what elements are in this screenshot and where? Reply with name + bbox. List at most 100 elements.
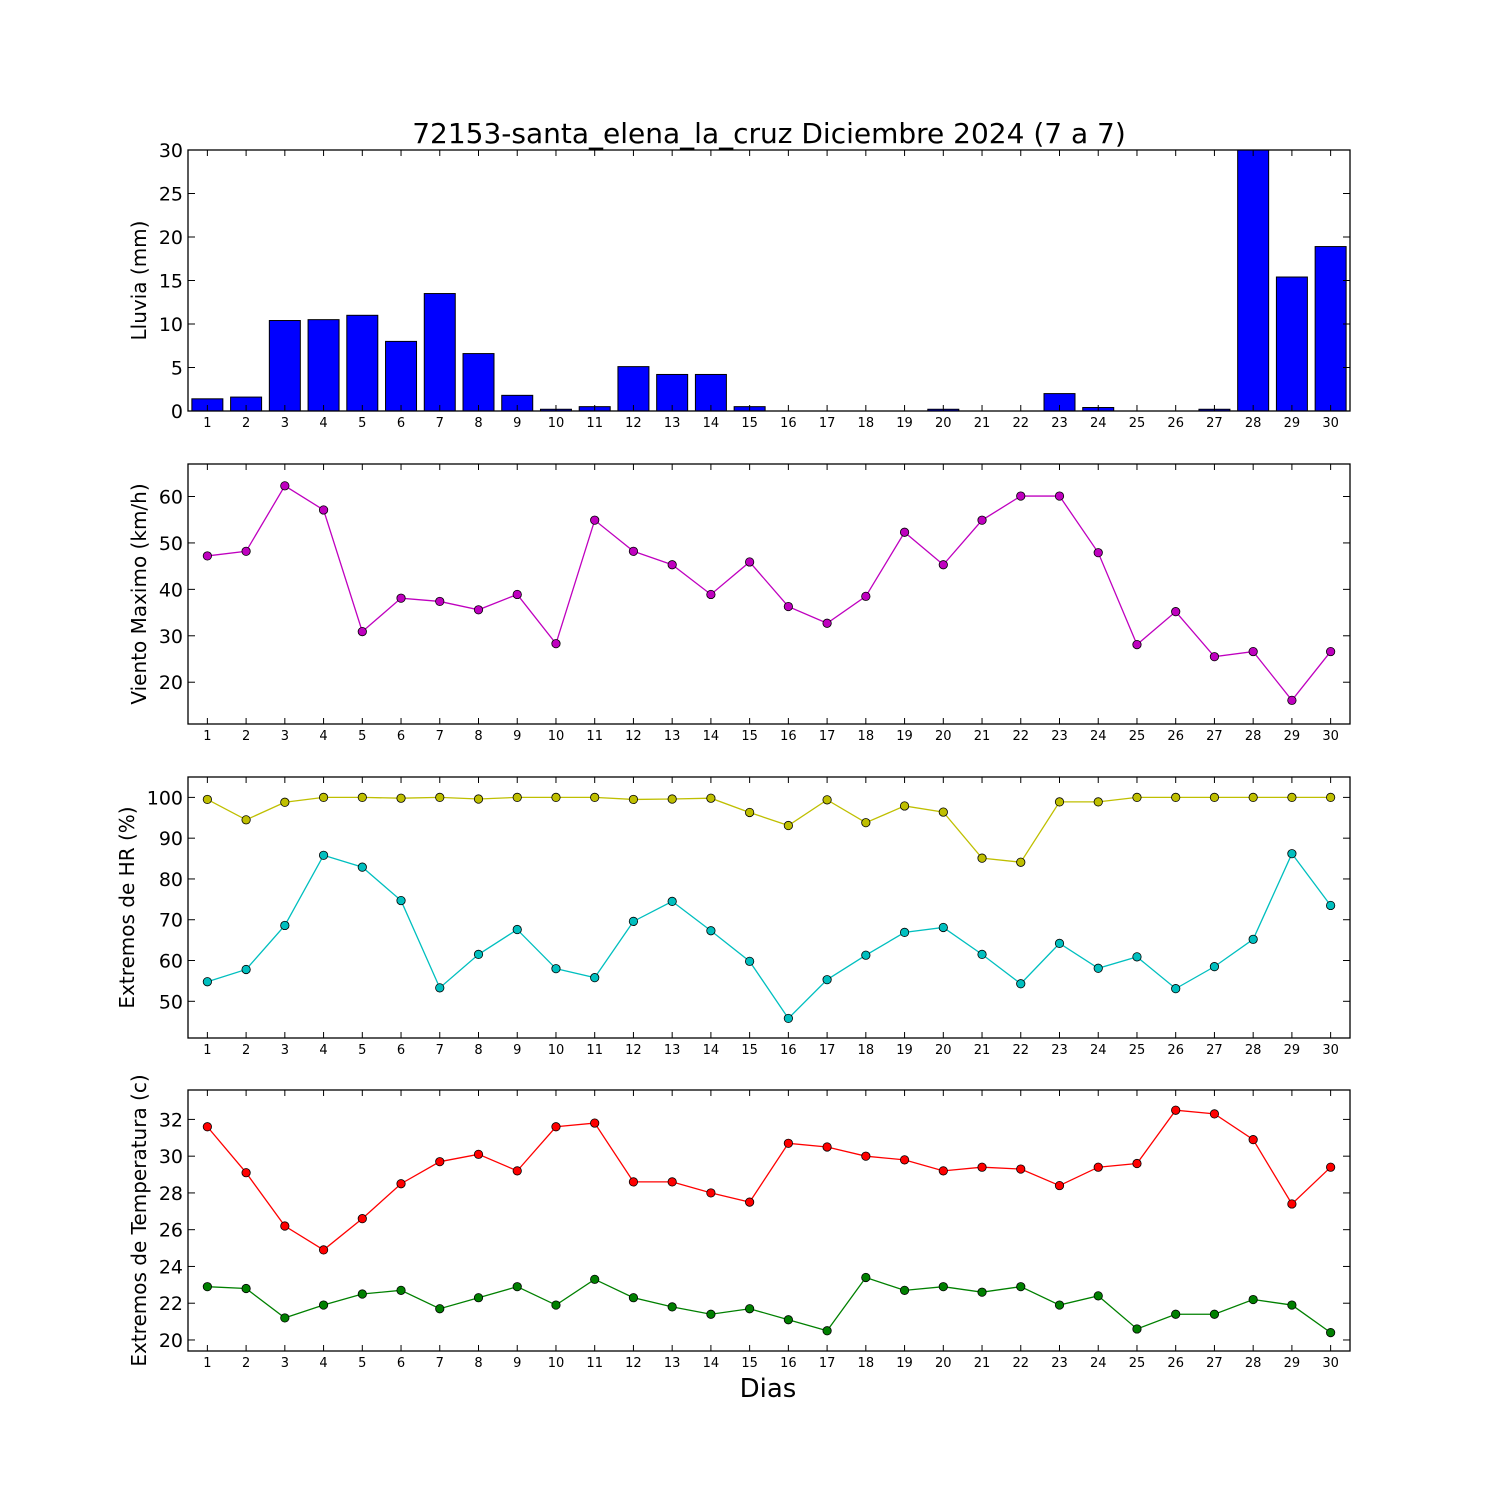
humidity-series-0-point-8: [473, 794, 484, 804]
temperature-ytick-label: 26: [159, 1220, 183, 1242]
temperature-xtick-label: 16: [780, 1356, 797, 1371]
temperature-series-1-point-6: [396, 1285, 406, 1295]
temperature-xtick-label: 8: [474, 1356, 482, 1371]
temperature-xtick-label: 10: [548, 1356, 565, 1371]
humidity-xtick-label: 7: [436, 1043, 444, 1058]
rain-xtick-label: 1: [203, 416, 211, 431]
wind-series-0-point-29: [1287, 695, 1297, 705]
temperature-series-1-point-19: [899, 1285, 910, 1295]
rain-xtick-label: 21: [974, 416, 991, 431]
temperature-xtick-label: 12: [625, 1356, 642, 1371]
humidity-series-1-point-21: [977, 949, 987, 960]
humidity-series-0-point-25: [1132, 792, 1142, 802]
rain-xtick-label: 24: [1090, 416, 1107, 431]
rain-xtick-label: 19: [896, 416, 913, 431]
humidity-xtick-label: 23: [1051, 1043, 1068, 1058]
humidity-xtick-label: 13: [664, 1043, 681, 1058]
wind-series-0-point-9: [512, 589, 522, 600]
humidity-xtick-label: 15: [741, 1043, 758, 1058]
temperature-series-1-point-11: [590, 1274, 600, 1284]
humidity-series-0-point-16: [783, 820, 793, 831]
temperature-series-0-point-16: [783, 1138, 793, 1148]
humidity-xtick-label: 22: [1012, 1043, 1029, 1058]
rain-bar-12: [617, 366, 650, 411]
temperature-ytick-label: 28: [159, 1183, 183, 1205]
rain-xtick-label: 7: [436, 416, 444, 431]
temperature-xtick-label: 20: [935, 1356, 952, 1371]
temperature-series-1-point-20: [938, 1282, 948, 1292]
wind-xtick-label: 6: [397, 729, 405, 744]
wind-xtick-label: 27: [1206, 729, 1223, 744]
temperature-series-1-point-28: [1248, 1294, 1258, 1305]
wind-series-0-point-2: [241, 546, 251, 556]
wind-series-0-point-27: [1209, 652, 1220, 662]
humidity-xtick-label: 18: [858, 1043, 875, 1058]
chart-title: 72153-santa_elena_la_cruz Diciembre 2024…: [412, 117, 1126, 150]
rain-ytick-label: 10: [159, 314, 183, 336]
temperature-xtick-label: 29: [1284, 1356, 1301, 1371]
humidity-series-0-point-14: [706, 793, 716, 803]
humidity-series-1-point-17: [822, 975, 832, 985]
rain-xtick-label: 4: [319, 416, 327, 431]
temperature-xtick-label: 3: [281, 1356, 289, 1371]
temperature-series-1-point-12: [628, 1293, 639, 1303]
temperature-xtick-label: 5: [358, 1356, 366, 1371]
humidity-xtick-label: 26: [1167, 1043, 1184, 1058]
wind-xtick-label: 1: [203, 729, 211, 744]
humidity-series-0-point-26: [1171, 792, 1181, 802]
humidity-series-1-point-2: [241, 964, 251, 975]
wind-xtick-label: 19: [896, 729, 913, 744]
rain-xtick-label: 10: [548, 416, 565, 431]
rain-xtick-label: 8: [474, 416, 482, 431]
humidity-series-1-point-27: [1209, 962, 1220, 972]
rain-y-axis-label: Lluvia (mm): [127, 221, 151, 341]
temperature-xtick-label: 9: [513, 1356, 521, 1371]
humidity-xtick-label: 25: [1129, 1043, 1146, 1058]
rain-xtick-label: 16: [780, 416, 797, 431]
temperature-xtick-label: 15: [741, 1356, 758, 1371]
temperature-series-0-point-3: [280, 1221, 290, 1231]
wind-series-0-point-24: [1093, 548, 1103, 558]
humidity-xtick-label: 24: [1090, 1043, 1107, 1058]
humidity-series-0-point-19: [899, 801, 910, 811]
rain-bar-3: [268, 320, 301, 411]
rain-ytick-label: 20: [159, 227, 183, 249]
wind-xtick-label: 24: [1090, 729, 1107, 744]
rain-bar-5: [346, 314, 379, 411]
rain-ytick-label: 5: [171, 358, 183, 380]
humidity-series-1-point-10: [551, 964, 561, 974]
temperature-ytick-label: 30: [159, 1146, 183, 1168]
humidity-xtick-label: 2: [242, 1043, 250, 1058]
wind-series-0-point-3: [280, 481, 290, 491]
rain-bar-30: [1314, 246, 1347, 411]
wind-series-0-point-26: [1171, 607, 1181, 617]
temperature-xtick-label: 25: [1129, 1356, 1146, 1371]
humidity-series-0-point-27: [1209, 792, 1220, 802]
temperature-series-1-point-26: [1171, 1309, 1181, 1319]
rain-xtick-label: 5: [358, 416, 366, 431]
humidity-series-0-point-12: [628, 794, 639, 805]
wind-xtick-label: 29: [1284, 729, 1301, 744]
temperature-ytick-label: 24: [159, 1256, 183, 1278]
humidity-xtick-label: 11: [586, 1043, 603, 1058]
humidity-series-0-point-1: [202, 794, 212, 805]
temperature-series-0-point-27: [1209, 1109, 1220, 1119]
humidity-series-1-point-7: [435, 983, 445, 993]
wind-series-0-point-21: [977, 515, 987, 525]
temperature-series-0-point-9: [512, 1166, 522, 1176]
wind-series-0-point-25: [1132, 640, 1142, 650]
rain-xtick-label: 11: [586, 416, 603, 431]
temperature-series-1-point-25: [1132, 1324, 1142, 1334]
wind-xtick-label: 28: [1245, 729, 1262, 744]
humidity-xtick-label: 1: [203, 1043, 211, 1058]
temperature-xtick-label: 19: [896, 1356, 913, 1371]
wind-series-0-point-17: [822, 618, 832, 628]
humidity-xtick-label: 17: [819, 1043, 836, 1058]
temperature-series-0-point-23: [1054, 1180, 1065, 1191]
rain-xtick-label: 28: [1245, 416, 1262, 431]
rain-xtick-label: 2: [242, 416, 250, 431]
wind-series-0-point-22: [1016, 491, 1026, 501]
temperature-series-0-point-4: [318, 1245, 329, 1255]
temperature-xtick-label: 22: [1012, 1356, 1029, 1371]
